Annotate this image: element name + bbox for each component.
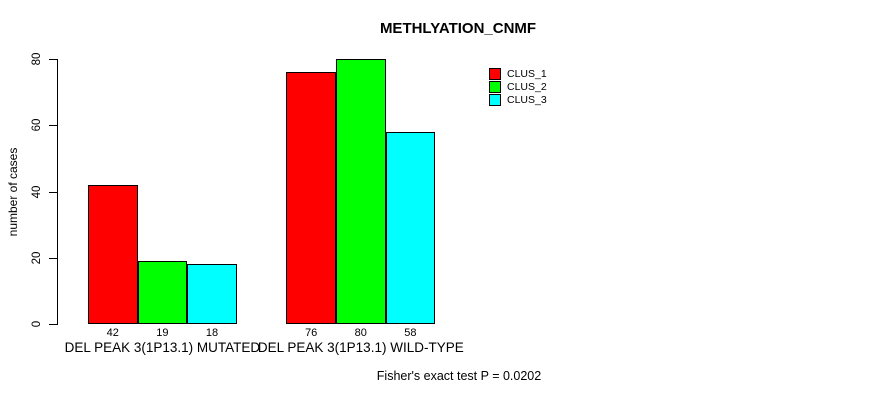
bar-clus-2-del-peak-3-1p13-1-wild-type	[336, 59, 386, 324]
legend-label: CLUS_1	[507, 67, 547, 80]
y-axis-tick-label: 20	[31, 251, 43, 265]
y-axis-tick	[49, 125, 57, 127]
legend-row-clus-3: CLUS_3	[489, 93, 547, 106]
y-axis-tick-label: 60	[31, 118, 43, 132]
y-axis-tick-label: 0	[31, 320, 43, 328]
y-axis-tick	[49, 191, 57, 193]
y-axis-tick	[49, 324, 57, 325]
footnote: Fisher's exact test P = 0.0202	[376, 369, 542, 383]
bar-clus-3-del-peak-3-1p13-1-wild-type	[385, 131, 436, 324]
bar-value-label: 76	[305, 327, 318, 339]
group-label-del-peak-3-1p13-1-mutated: DEL PEAK 3(1P13.1) MUTATED	[64, 340, 261, 355]
y-axis-label: number of cases	[6, 147, 20, 237]
bar-clus-3-del-peak-3-1p13-1-mutated	[187, 264, 237, 324]
bar-value-label: 18	[205, 327, 219, 339]
legend-swatch-clus-1	[489, 67, 501, 80]
y-axis-tick-label: 80	[31, 52, 43, 66]
bar-value-label: 19	[156, 327, 169, 339]
y-axis-tick	[49, 257, 57, 259]
group-label-del-peak-3-1p13-1-wild-type: DEL PEAK 3(1P13.1) WILD-TYPE	[257, 340, 464, 355]
bar-clus-1-del-peak-3-1p13-1-wild-type	[286, 72, 336, 324]
legend-swatch-clus-2	[489, 80, 501, 93]
legend-row-clus-1: CLUS_1	[489, 67, 547, 80]
legend-label: CLUS_3	[507, 93, 547, 106]
bar-clus-2-del-peak-3-1p13-1-mutated	[137, 261, 188, 324]
bar-value-label: 42	[106, 327, 119, 339]
legend-label: CLUS_2	[507, 80, 547, 93]
legend: CLUS_1 CLUS_2 CLUS_3	[489, 67, 547, 106]
bar-value-label: 80	[354, 327, 367, 339]
y-axis-tick-label: 40	[31, 185, 43, 198]
legend-row-clus-2: CLUS_2	[489, 80, 547, 93]
bar-value-label: 58	[404, 327, 417, 339]
y-axis-tick	[49, 59, 57, 60]
bar-clus-1-del-peak-3-1p13-1-mutated	[88, 184, 138, 324]
legend-swatch-clus-3	[489, 93, 501, 106]
chart-title: METHLYATION_CNMF	[379, 20, 537, 37]
y-axis-line	[57, 59, 58, 325]
